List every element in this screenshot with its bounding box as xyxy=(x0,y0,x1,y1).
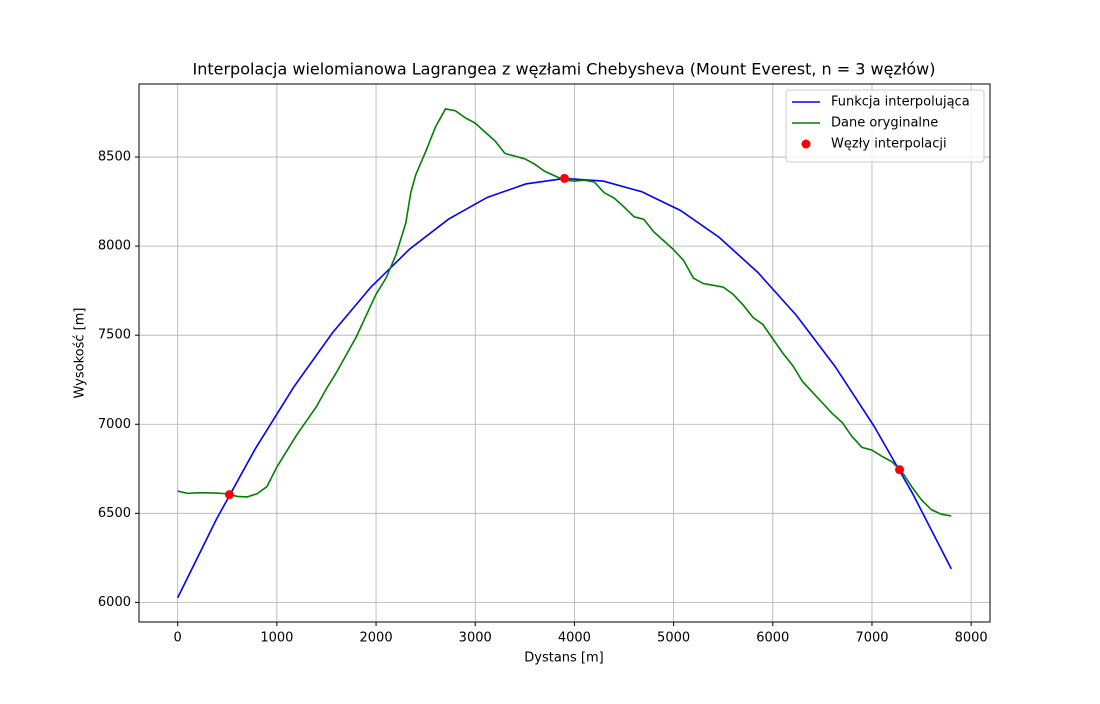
node-point xyxy=(895,465,905,475)
x-tick-label: 0 xyxy=(174,631,182,646)
y-tick-label: 7000 xyxy=(98,417,131,432)
y-axis-label: Wysokość [m] xyxy=(73,308,88,399)
x-axis-label: Dystans [m] xyxy=(524,651,604,666)
y-tick-label: 6500 xyxy=(98,506,131,521)
plot-frame xyxy=(138,83,991,623)
x-tick-label: 1000 xyxy=(260,631,293,646)
legend-label: Węzły interpolacji xyxy=(831,137,947,152)
node-point xyxy=(224,490,234,500)
x-tick-label: 3000 xyxy=(459,631,492,646)
y-tick-label: 7500 xyxy=(98,328,131,343)
x-tick-label: 2000 xyxy=(360,631,393,646)
x-tick-label: 6000 xyxy=(756,631,789,646)
y-tick-label: 6000 xyxy=(98,595,131,610)
chart-title: Interpolacja wielomianowa Lagrangea z wę… xyxy=(193,60,936,79)
legend-box xyxy=(785,89,985,163)
x-tick-label: 4000 xyxy=(558,631,591,646)
y-tick-label: 8500 xyxy=(98,150,131,165)
legend-label: Funkcja interpolująca xyxy=(831,95,970,110)
y-tick-label: 8000 xyxy=(98,239,131,254)
x-tick-label: 8000 xyxy=(955,631,988,646)
data-line xyxy=(177,108,952,517)
node-point xyxy=(560,173,569,183)
x-tick-label: 7000 xyxy=(855,631,888,646)
x-tick-label: 5000 xyxy=(657,631,690,646)
legend-label: Dane oryginalne xyxy=(831,116,938,131)
legend-marker xyxy=(801,139,811,149)
